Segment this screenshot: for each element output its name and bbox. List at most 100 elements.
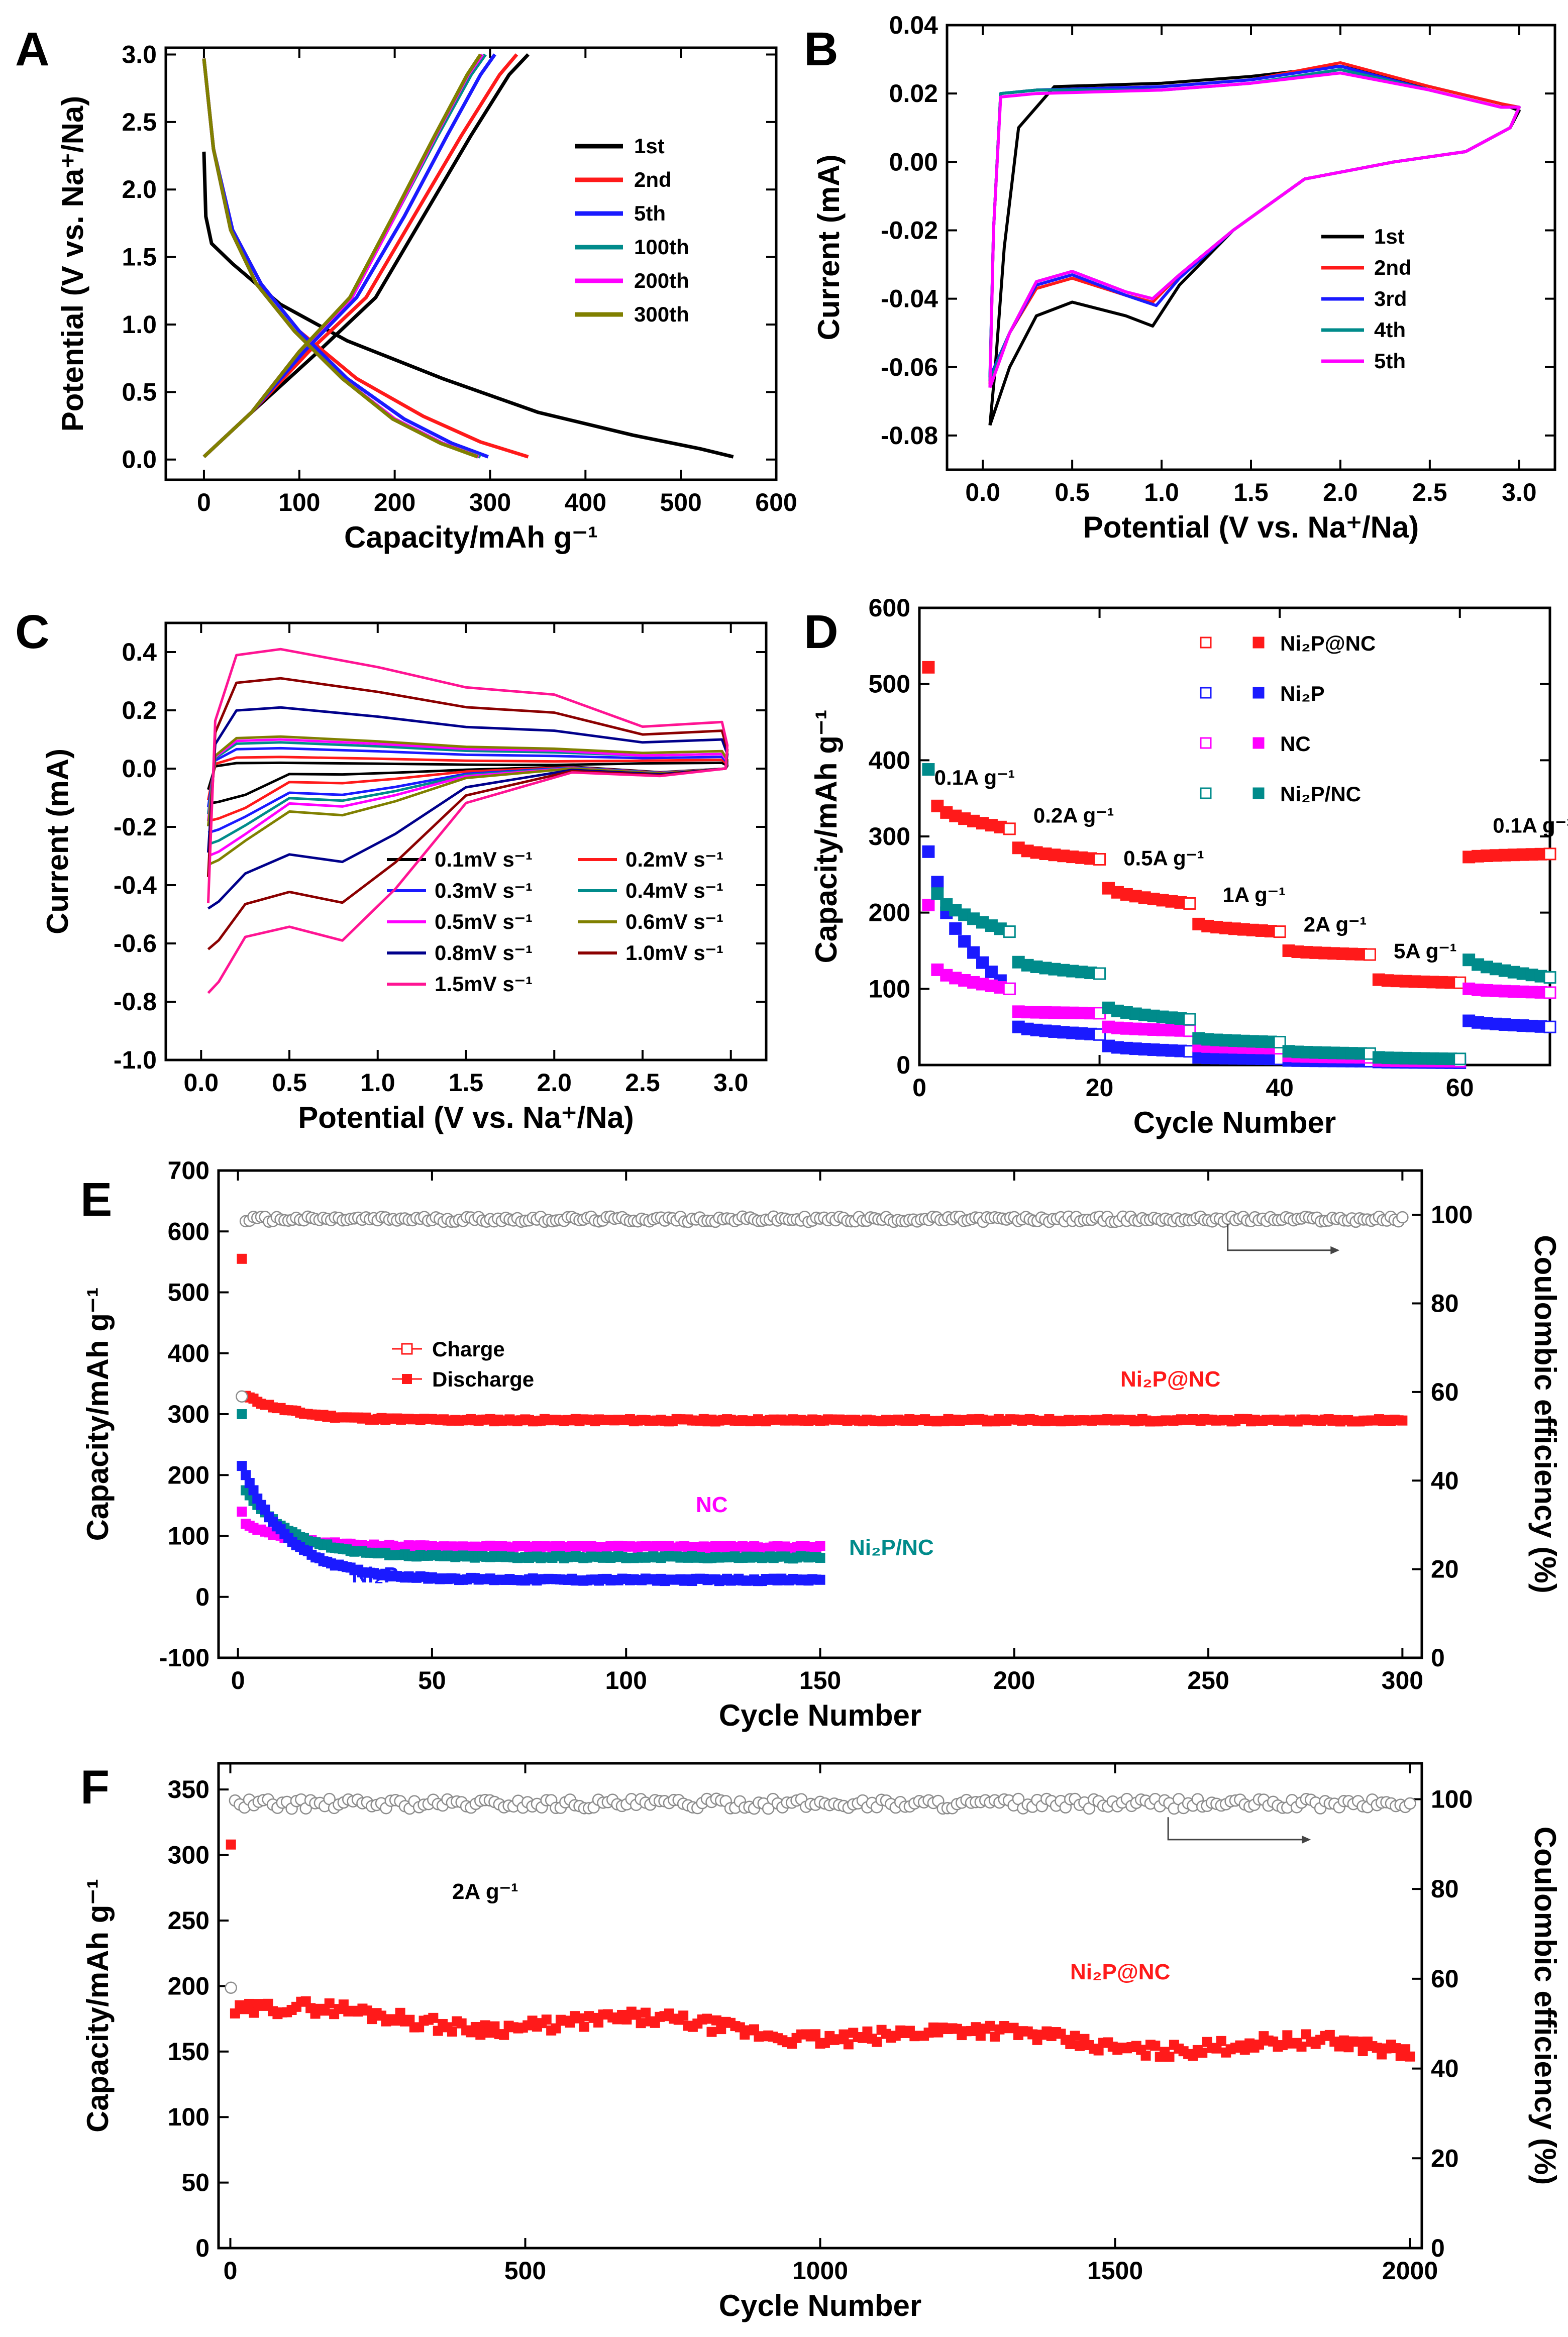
x-tick-label: 600 bbox=[755, 488, 797, 516]
x-tick-label: 200 bbox=[993, 1666, 1035, 1694]
y-tick-label: 300 bbox=[168, 1841, 210, 1869]
y-tick-label: 250 bbox=[168, 1906, 210, 1935]
data-point-Ni₂P@NC bbox=[810, 2029, 821, 2040]
discharge-curve-1st bbox=[202, 151, 734, 459]
cv-loop-3rd bbox=[988, 64, 1521, 378]
y-tick-label: -0.08 bbox=[881, 421, 938, 450]
y-tick-label: 2.0 bbox=[122, 175, 157, 203]
legend-marker-open-NC bbox=[1200, 737, 1212, 749]
y-axis-label: Current (mA) bbox=[41, 749, 74, 934]
y-tick-label: 100 bbox=[869, 975, 910, 1003]
legend-label-5th: 5th bbox=[1374, 349, 1406, 373]
data-point-Ni₂P@NC bbox=[1282, 2030, 1293, 2041]
charge-curve-300th bbox=[202, 53, 482, 458]
data-point-Ni₂P@NC bbox=[428, 2012, 439, 2023]
legend-label-discharge: Discharge bbox=[432, 1367, 534, 1391]
x-axis-label: Cycle Number bbox=[1133, 1106, 1336, 1139]
y-tick-label: 600 bbox=[869, 594, 910, 622]
data-point-Ni₂P bbox=[931, 876, 944, 889]
legend-label-1.5mV s⁻¹: 1.5mV s⁻¹ bbox=[435, 972, 533, 996]
ce-point bbox=[236, 1390, 248, 1403]
y-tick-label: 1.5 bbox=[122, 243, 157, 271]
ce-axis-arrow bbox=[1227, 1223, 1333, 1251]
data-point-Ni₂P@NC bbox=[631, 2009, 642, 2020]
y2-tick-label: 60 bbox=[1431, 1965, 1459, 1993]
y2-axis-label: Coulombic efficiency (%) bbox=[1528, 1827, 1562, 2185]
y-tick-label: 0.02 bbox=[889, 79, 938, 108]
y-tick-label: 150 bbox=[168, 2038, 210, 2066]
data-point-Ni₂P@NC bbox=[1216, 2036, 1226, 2046]
y2-axis-label: Coulombic efficiency (%) bbox=[1528, 1235, 1562, 1593]
x-tick-label: 1500 bbox=[1087, 2257, 1143, 2285]
legend-label-4th: 4th bbox=[1374, 318, 1406, 342]
series-label-ni2p: Ni₂P bbox=[352, 1563, 398, 1587]
y-tick-label: 1.0 bbox=[122, 310, 157, 339]
data-point-NC bbox=[922, 899, 935, 911]
legend-label-0.8mV s⁻¹: 0.8mV s⁻¹ bbox=[435, 941, 533, 965]
y-tick-label: -0.04 bbox=[881, 285, 938, 313]
legend-label-1st: 1st bbox=[634, 134, 665, 158]
data-point-Ni₂P@NC bbox=[1164, 2052, 1175, 2062]
x-tick-label: 0.5 bbox=[272, 1069, 307, 1097]
x-axis-label: Cycle Number bbox=[719, 2289, 921, 2322]
x-tick-label: 3.0 bbox=[713, 1069, 749, 1097]
legend-label-0.3mV s⁻¹: 0.3mV s⁻¹ bbox=[435, 879, 533, 902]
data-point-Ni₂P@NC bbox=[1183, 897, 1196, 910]
data-point-Ni₂P@NC bbox=[470, 2022, 481, 2032]
ce-axis-arrow bbox=[1167, 1817, 1304, 1841]
x-tick-label: 1.5 bbox=[449, 1069, 484, 1097]
data-point-Ni₂P@NC bbox=[1296, 2041, 1307, 2052]
legend-label-charge: Charge bbox=[432, 1337, 505, 1361]
panel-letter-d: D bbox=[804, 605, 839, 659]
y-tick-label: 300 bbox=[168, 1400, 210, 1428]
data-point-Ni₂P@NC bbox=[489, 2021, 500, 2032]
y-axis-label: Capacity/mAh g⁻¹ bbox=[81, 1879, 115, 2133]
data-point-Ni₂P bbox=[922, 845, 935, 858]
data-point-Ni₂P bbox=[815, 1574, 825, 1585]
data-point-Ni₂P@NC bbox=[640, 2007, 651, 2018]
panel-letter-f: F bbox=[80, 1761, 110, 1814]
panel-letter-c: C bbox=[15, 605, 50, 659]
y-axis-label: Capacity/mAh g⁻¹ bbox=[809, 709, 843, 963]
x-tick-label: 50 bbox=[418, 1666, 446, 1694]
legend-label-2nd: 2nd bbox=[1374, 256, 1412, 279]
data-point-NC bbox=[1543, 986, 1556, 999]
panel-b: B 0.0 0.5 1.0 1.5 2.0 2.5 3.0 -0.08 -0.06 -0.04 -0.… bbox=[804, 11, 1556, 544]
legend-label-3rd: 3rd bbox=[1374, 287, 1407, 310]
panel-letter-b: B bbox=[804, 23, 839, 76]
x-tick-label: 0 bbox=[197, 488, 211, 516]
rate-label: 0.1A g⁻¹ bbox=[1493, 813, 1568, 837]
data-point-Ni₂P@NC bbox=[1253, 2039, 1264, 2050]
legend-label-0.1mV s⁻¹: 0.1mV s⁻¹ bbox=[435, 847, 533, 871]
legend-label-200th: 200th bbox=[634, 269, 689, 292]
series-label-ni2p-nc-mix: Ni₂P/NC bbox=[849, 1535, 934, 1560]
data-point-Ni₂P@NC bbox=[1093, 2045, 1104, 2056]
ce-point bbox=[762, 1802, 775, 1815]
y-tick-label: 300 bbox=[869, 822, 910, 851]
y-tick-label: 0.4 bbox=[122, 638, 157, 666]
data-point-Ni₂P@NC bbox=[636, 2018, 646, 2029]
data-point-Ni₂P bbox=[260, 1504, 270, 1515]
rate-label: 5A g⁻¹ bbox=[1394, 939, 1457, 963]
legend-marker-open-Ni₂P bbox=[1200, 687, 1212, 699]
data-point-Ni₂P@NC bbox=[1003, 822, 1016, 835]
data-point-Ni₂P@NC bbox=[475, 2030, 486, 2040]
plot-frame bbox=[946, 24, 1556, 471]
data-point-Ni₂P@NC bbox=[593, 2017, 604, 2028]
data-point-Ni₂P@NC bbox=[1353, 2037, 1364, 2047]
legend-marker-open-Ni₂P/NC bbox=[1200, 787, 1212, 799]
y2-tick-label: 60 bbox=[1431, 1378, 1459, 1406]
x-axis-label: Cycle Number bbox=[719, 1698, 921, 1732]
x-tick-label: 1.0 bbox=[360, 1069, 395, 1097]
data-point-Ni₂P/NC bbox=[1093, 967, 1106, 980]
x-tick-label: 1.0 bbox=[1144, 478, 1179, 506]
data-point-Ni₂P@NC bbox=[1093, 853, 1106, 866]
data-point-Ni₂P@NC bbox=[579, 2022, 589, 2032]
y-tick-label: 100 bbox=[168, 2103, 210, 2131]
legend-label-Ni₂P: Ni₂P bbox=[1280, 682, 1325, 705]
x-tick-label: 2.5 bbox=[625, 1069, 660, 1097]
data-point-Ni₂P@NC bbox=[499, 2030, 509, 2040]
legend-marker-open-Ni₂P@NC bbox=[1200, 636, 1212, 649]
x-tick-label: 0.0 bbox=[965, 478, 1000, 506]
plot-frame bbox=[164, 46, 778, 481]
